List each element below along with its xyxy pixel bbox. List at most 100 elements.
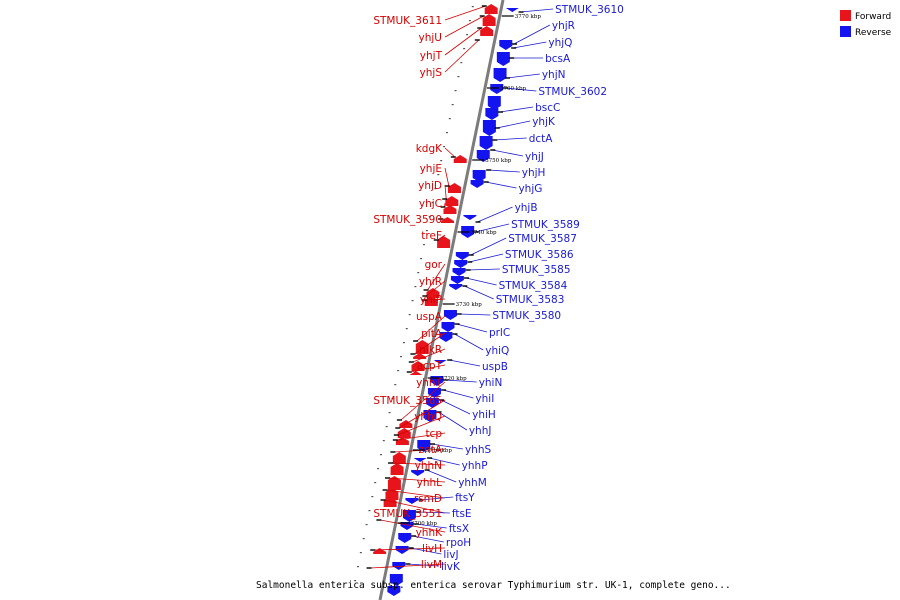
- forward-leader-line: [380, 519, 446, 533]
- reverse-anchor-dot: [424, 469, 430, 471]
- reverse-anchor-dot: [429, 443, 435, 445]
- reverse-anchor-dot: [443, 379, 449, 381]
- scale-tick-label: 3710 kbp: [426, 448, 453, 454]
- forward-gene-label-yhht: yhhT: [416, 377, 443, 389]
- reverse-anchor-dot: [518, 11, 524, 13]
- reverse-leader-line: [496, 120, 531, 129]
- reverse-anchor-dot: [462, 285, 468, 287]
- reverse-leader-line: [504, 87, 537, 92]
- forward-gene-label-tcp: tcp: [425, 428, 442, 440]
- forward-leader-line: [410, 364, 446, 373]
- track-dot: [457, 76, 460, 78]
- forward-anchor-dot: [410, 353, 416, 355]
- reverse-leader-line: [445, 379, 477, 383]
- forward-gene-label-yhjc: yhjC: [419, 198, 442, 210]
- genome-backbone: [378, 0, 505, 600]
- track-dot: [374, 482, 377, 484]
- scale-tick-label: 3760 kbp: [500, 86, 527, 92]
- reverse-gene-label-uspb: uspB: [482, 361, 508, 373]
- reverse-leader-line: [475, 223, 510, 233]
- forward-gene-block: [424, 296, 438, 306]
- reverse-gene-label-stmuk-3585: STMUK_3585: [502, 264, 571, 276]
- forward-gene-block: [373, 548, 387, 554]
- track-dot: [365, 524, 368, 526]
- reverse-anchor-dot: [473, 231, 479, 233]
- reverse-leader-line: [420, 496, 454, 501]
- reverse-leader-line: [465, 277, 497, 286]
- reverse-leader-line: [431, 443, 464, 450]
- forward-gene-block: [397, 428, 411, 438]
- reverse-leader-line: [458, 313, 491, 316]
- reverse-gene-label-yhjr: yhjR: [552, 20, 575, 32]
- track-dot: [359, 552, 362, 554]
- track-dot: [408, 314, 411, 316]
- forward-leader-line: [444, 5, 486, 21]
- reverse-gene-block: [450, 276, 464, 284]
- forward-anchor-dot: [382, 489, 388, 491]
- forward-gene-label-stmuk-3590: STMUK_3590: [373, 214, 442, 226]
- reverse-gene-label-stmuk-3586: STMUK_3586: [505, 249, 574, 261]
- reverse-gene-label-livk: livK: [441, 561, 461, 573]
- reverse-gene-block: [449, 284, 463, 290]
- forward-gene-label-yhhk: yhhK: [416, 527, 444, 539]
- reverse-anchor-dot: [456, 313, 462, 315]
- forward-anchor-dot: [450, 156, 456, 158]
- forward-gene-label-pita: pitA: [421, 328, 443, 340]
- reverse-gene-label-livj: livJ: [443, 549, 458, 561]
- forward-gene-label-yhje: yhjE: [420, 163, 442, 175]
- reverse-gene-label-stmuk-3602: STMUK_3602: [538, 86, 607, 98]
- reverse-anchor-dot: [475, 221, 481, 223]
- reverse-gene-label-rpoh: rpoH: [446, 537, 471, 549]
- track-dot: [397, 370, 400, 372]
- reverse-anchor-dot: [511, 43, 517, 45]
- reverse-gene-label-yhjj: yhjJ: [525, 151, 544, 163]
- forward-anchor-dot: [366, 567, 372, 569]
- reverse-anchor-dot: [505, 77, 511, 79]
- track-dot: [451, 104, 454, 106]
- track-dot: [382, 440, 385, 442]
- reverse-gene-label-dcta: dctA: [529, 133, 554, 145]
- reverse-gene-block: [490, 84, 504, 94]
- reverse-gene-label-stmuk-3589: STMUK_3589: [511, 219, 580, 231]
- track-dot: [417, 272, 420, 274]
- forward-anchor-dot: [474, 39, 480, 41]
- reverse-gene-block: [398, 533, 412, 543]
- track-dot: [471, 6, 474, 8]
- reverse-gene-block: [411, 470, 425, 476]
- forward-gene-block: [482, 14, 496, 26]
- legend-reverse-swatch: [840, 26, 851, 37]
- reverse-leader-line: [454, 333, 484, 351]
- reverse-gene-block: [443, 310, 457, 320]
- track-dot: [368, 510, 371, 512]
- forward-leader-line: [388, 477, 446, 483]
- track-dot: [411, 300, 414, 302]
- forward-gene-label-yhjt: yhjT: [420, 50, 443, 62]
- track-dot: [431, 202, 434, 204]
- forward-anchor-dot: [423, 289, 429, 291]
- forward-anchor-dot: [370, 549, 376, 551]
- reverse-gene-label-yhhs: yhhS: [465, 444, 492, 456]
- forward-anchor-dot: [477, 27, 483, 29]
- forward-gene-label-gor: gor: [425, 259, 443, 271]
- forward-anchor-dot: [421, 299, 427, 301]
- reverse-anchor-dot: [436, 411, 442, 413]
- forward-gene-block: [441, 217, 455, 223]
- forward-gene-block: [392, 452, 406, 464]
- legend: Forward Reverse: [840, 10, 892, 38]
- reverse-gene-block: [482, 120, 496, 136]
- forward-leader-line: [444, 39, 480, 73]
- legend-reverse-label: Reverse: [855, 28, 892, 38]
- reverse-anchor-dot: [413, 523, 419, 525]
- forward-anchor-dot: [395, 427, 401, 429]
- forward-gene-label-stmuk-3565: STMUK_3565: [373, 395, 442, 407]
- track-dot: [466, 34, 469, 36]
- forward-gene-label-uspa: uspA: [416, 311, 443, 323]
- forward-gene-label-stmuk-3611: STMUK_3611: [373, 15, 442, 27]
- reverse-gene-label-stmuk-3583: STMUK_3583: [496, 294, 565, 306]
- forward-gene-label-livm: livM: [421, 559, 442, 571]
- reverse-anchor-dot: [511, 47, 517, 49]
- reverse-leader-line: [407, 563, 439, 567]
- reverse-gene-label-bcsa: bcsA: [545, 53, 571, 65]
- reverse-anchor-dot: [509, 57, 515, 59]
